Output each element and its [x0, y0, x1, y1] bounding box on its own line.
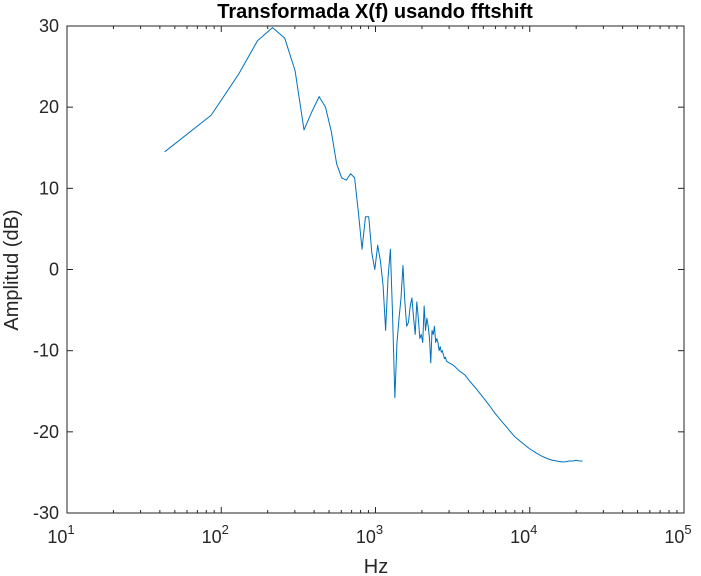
y-tick-label: -30 [33, 503, 59, 523]
y-tick-label: 30 [39, 16, 59, 36]
x-tick-label: 101 [47, 522, 74, 547]
x-tick-exponent: 2 [222, 522, 229, 537]
x-tick-exponent: 5 [684, 522, 691, 537]
series-line [164, 27, 583, 463]
chart-title: Transformada X(f) usando fftshift [217, 1, 533, 23]
x-tick-label: 105 [664, 522, 691, 547]
axes-background [67, 26, 684, 513]
plot-area [66, 25, 685, 514]
x-tick-label: 102 [202, 522, 229, 547]
x-tick-base: 10 [356, 527, 376, 547]
y-tick-label: 0 [49, 260, 59, 280]
x-tick-base: 10 [664, 527, 684, 547]
x-tick-exponent: 4 [530, 522, 537, 537]
x-axis-label: Hz [364, 556, 388, 576]
y-tick-label: -10 [33, 341, 59, 361]
x-tick-exponent: 3 [376, 522, 383, 537]
x-tick-label: 103 [356, 522, 383, 547]
y-axis-label: Amplitud (dB) [1, 209, 23, 330]
x-tick-label: 104 [510, 522, 537, 547]
x-tick-base: 10 [202, 527, 222, 547]
y-tick-label: 20 [39, 97, 59, 117]
y-tick-label: 10 [39, 178, 59, 198]
y-tick-label: -20 [33, 422, 59, 442]
x-tick-exponent: 1 [67, 522, 74, 537]
x-tick-base: 10 [47, 527, 67, 547]
ticks [66, 25, 685, 514]
x-tick-base: 10 [510, 527, 530, 547]
